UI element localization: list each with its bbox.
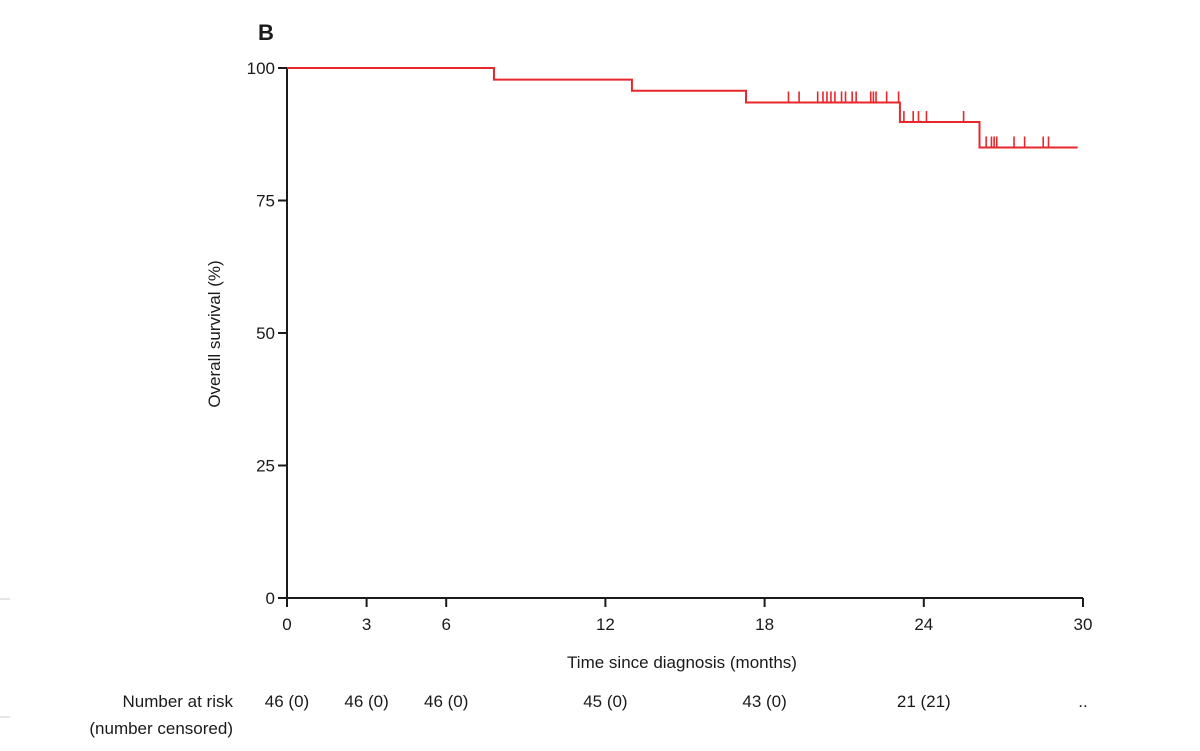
x-tick-label: 6 bbox=[441, 615, 450, 634]
risk-table-subheader: (number censored) bbox=[89, 719, 233, 738]
risk-table-header: Number at risk bbox=[122, 692, 233, 711]
y-tick-label: 75 bbox=[256, 192, 275, 211]
y-tick-label: 0 bbox=[266, 589, 275, 608]
x-tick-label: 0 bbox=[282, 615, 291, 634]
panel-label: B bbox=[258, 20, 274, 45]
axes: 0 25 50 75 100 0 3 6 12 18 24 30 bbox=[247, 59, 1093, 634]
risk-table-value: 46 (0) bbox=[265, 692, 309, 711]
survival-curve bbox=[287, 67, 1078, 149]
survival-curve-group bbox=[287, 67, 1078, 149]
x-tick-label: 3 bbox=[362, 615, 371, 634]
y-tick-label: 50 bbox=[256, 324, 275, 343]
risk-table-value: 43 (0) bbox=[742, 692, 786, 711]
risk-table-value: 46 (0) bbox=[424, 692, 468, 711]
risk-table-value: 45 (0) bbox=[583, 692, 627, 711]
edge-decoration bbox=[0, 598, 10, 600]
x-tick-label: 24 bbox=[914, 615, 933, 634]
risk-table-values: 46 (0) 46 (0) 46 (0) 45 (0) 43 (0) 21 (21).. bbox=[265, 692, 1088, 711]
risk-table-value: 46 (0) bbox=[344, 692, 388, 711]
risk-table-value: 21 (21) bbox=[897, 692, 951, 711]
edge-decoration bbox=[0, 716, 10, 718]
x-tick-label: 18 bbox=[755, 615, 774, 634]
x-tick-label: 30 bbox=[1074, 615, 1093, 634]
y-tick-label: 100 bbox=[247, 59, 275, 78]
y-tick-label: 25 bbox=[256, 457, 275, 476]
x-axis-title: Time since diagnosis (months) bbox=[567, 653, 797, 672]
y-axis-title: Overall survival (%) bbox=[205, 260, 224, 407]
x-tick-label: 12 bbox=[596, 615, 615, 634]
censor-marks-group bbox=[787, 91, 1050, 148]
risk-table-value: .. bbox=[1078, 692, 1087, 711]
